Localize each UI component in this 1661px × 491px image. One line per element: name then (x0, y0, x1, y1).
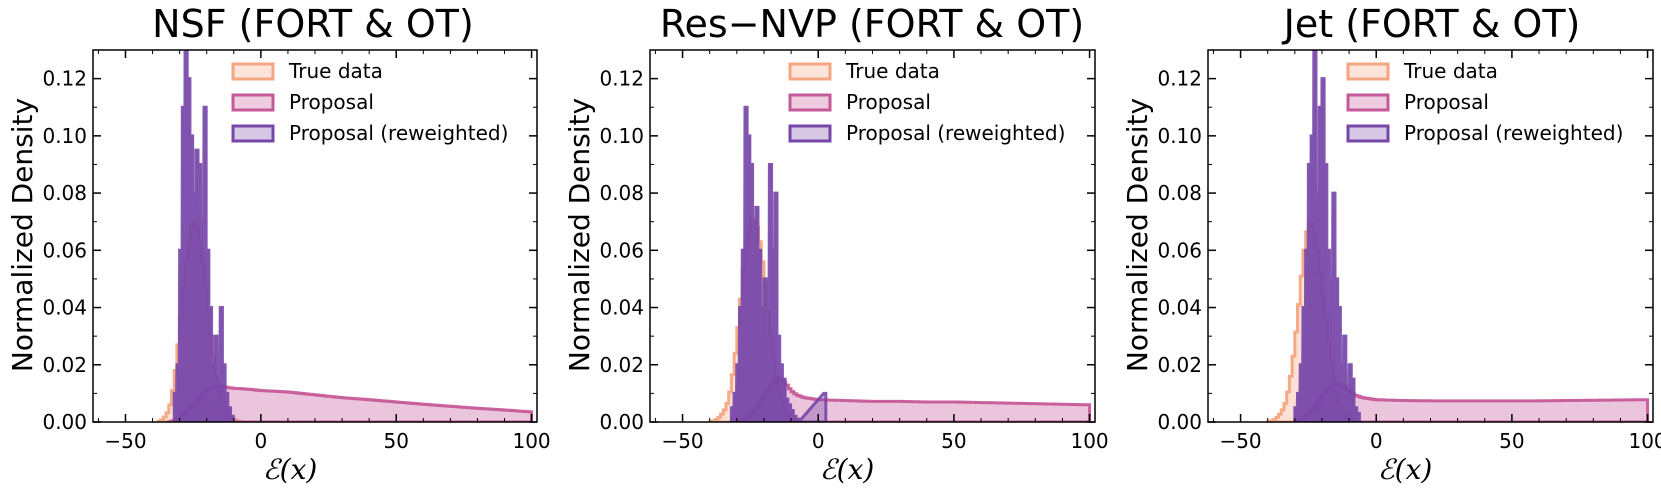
y-tick-label: 0.12 (42, 67, 87, 91)
y-axis-label: Normalized Density (6, 98, 39, 372)
panel-resnvp: Res−NVP (FORT & OT) Normalized Density ℰ… (563, 2, 1109, 486)
y-tick-label: 0.00 (599, 410, 644, 434)
y-tick-label: 0.10 (42, 124, 87, 148)
y-tick-label: 0.04 (1157, 296, 1202, 320)
legend-swatch (1346, 93, 1390, 112)
legend-swatch (788, 124, 832, 143)
y-tick-label: 0.10 (599, 124, 644, 148)
x-axis-label: ℰ(x) (1378, 453, 1433, 486)
x-tick-label: 50 (941, 429, 966, 453)
y-axis-label: Normalized Density (563, 98, 596, 372)
legend-label: Proposal (289, 90, 374, 114)
legend-label: Proposal (reweighted) (846, 121, 1065, 145)
chart-title: Jet (FORT & OT) (1282, 2, 1581, 46)
y-tick-label: 0.02 (599, 353, 644, 377)
x-tick-label: 0 (254, 429, 267, 453)
y-tick-label: 0.12 (1157, 67, 1202, 91)
x-tick-label: 100 (512, 429, 550, 453)
legend-label: Proposal (reweighted) (289, 121, 508, 145)
y-tick-label: 0.02 (1157, 353, 1202, 377)
y-tick-label: 0.00 (1157, 410, 1202, 434)
legend-label: Proposal (reweighted) (1404, 121, 1623, 145)
x-tick-label: −50 (104, 429, 146, 453)
series-proposal-reweighted (729, 105, 828, 422)
y-tick-label: 0.10 (1157, 124, 1202, 148)
legend-label: Proposal (1404, 90, 1489, 114)
legend-swatch (231, 62, 275, 81)
x-tick-label: 50 (383, 429, 408, 453)
legend: True data Proposal Proposal (reweighted) (1346, 59, 1623, 145)
legend-label: True data (845, 59, 940, 83)
y-tick-label: 0.04 (599, 296, 644, 320)
y-tick-label: 0.08 (599, 181, 644, 205)
series-proposal-reweighted (1293, 50, 1363, 422)
legend-swatch (1346, 62, 1390, 81)
y-axis-label: Normalized Density (1121, 98, 1154, 372)
legend-swatch (231, 124, 275, 143)
y-tick-label: 0.00 (42, 410, 87, 434)
x-axis-label: ℰ(x) (820, 453, 875, 486)
x-axis-label: ℰ(x) (263, 453, 318, 486)
panel-jet: Jet (FORT & OT) Normalized Density ℰ(x) … (1121, 2, 1661, 486)
y-tick-label: 0.04 (42, 296, 87, 320)
series-proposal (167, 384, 534, 422)
plot-area: 0.00 0.02 0.04 0.06 0.08 0.10 0.12 −50 0 50 100 Tru… (1157, 49, 1661, 453)
y-tick-label: 0.06 (1157, 238, 1202, 262)
y-tick-label: 0.06 (42, 238, 87, 262)
legend-swatch (1346, 124, 1390, 143)
legend: True data Proposal Proposal (reweighted) (231, 59, 508, 145)
x-tick-label: 100 (1628, 429, 1661, 453)
legend-swatch (231, 93, 275, 112)
series-proposal-reweighted (172, 50, 236, 422)
legend-label: True data (1403, 59, 1498, 83)
legend: True data Proposal Proposal (reweighted) (788, 59, 1065, 145)
y-tick-label: 0.08 (1157, 181, 1202, 205)
legend-label: Proposal (846, 90, 931, 114)
y-tick-label: 0.06 (599, 238, 644, 262)
y-tick-label: 0.08 (42, 181, 87, 205)
x-tick-label: 50 (1499, 429, 1524, 453)
x-tick-label: −50 (1219, 429, 1261, 453)
chart-title: NSF (FORT & OT) (152, 2, 474, 46)
y-tick-label: 0.12 (599, 67, 644, 91)
panel-nsf: NSF (FORT & OT) Normalized Density ℰ(x) … (6, 2, 551, 486)
x-tick-label: 0 (1370, 429, 1383, 453)
legend-label: True data (288, 59, 383, 83)
y-tick-label: 0.02 (42, 353, 87, 377)
chart-title: Res−NVP (FORT & OT) (660, 2, 1084, 46)
x-tick-label: −50 (661, 429, 703, 453)
legend-swatch (788, 93, 832, 112)
x-tick-label: 0 (812, 429, 825, 453)
legend-swatch (788, 62, 832, 81)
x-tick-label: 100 (1070, 429, 1108, 453)
plot-area: 0.00 0.02 0.04 0.06 0.08 0.10 0.12 −50 0 50 100 Tru… (599, 49, 1109, 453)
plot-area: 0.00 0.02 0.04 0.06 0.08 0.10 0.12 −50 0 50 100 Tru… (42, 49, 551, 453)
